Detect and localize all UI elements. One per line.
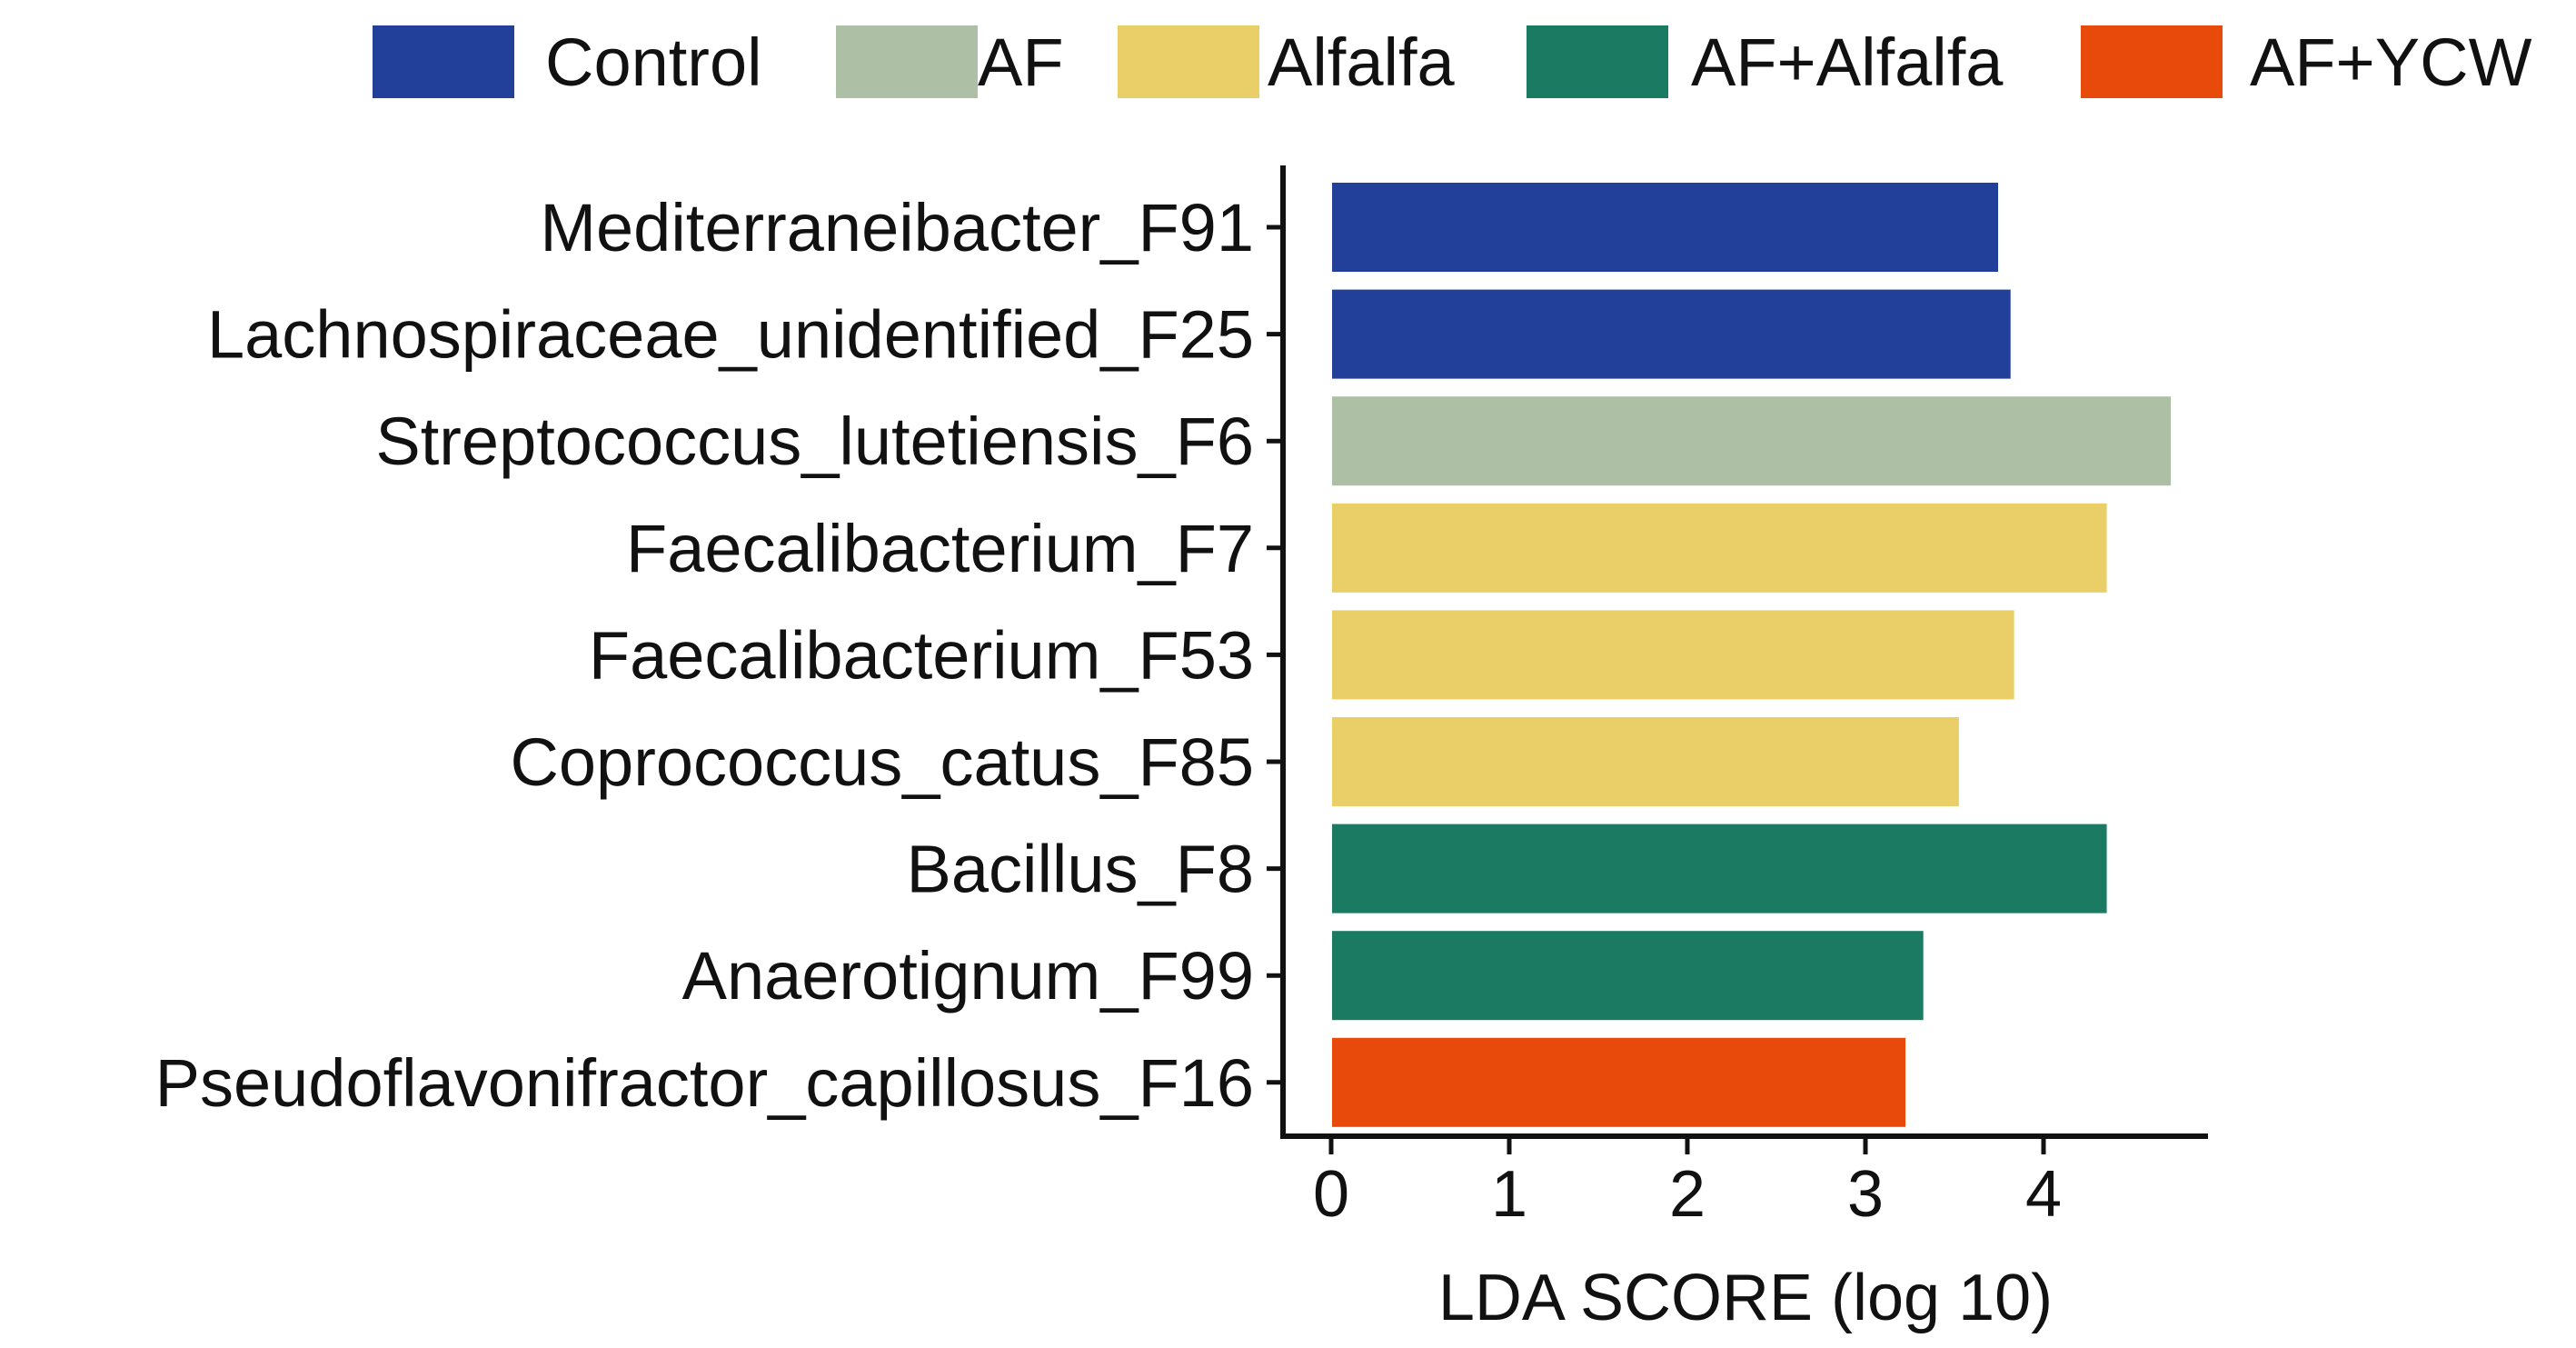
category-label-pseudoflavonifractor-capillosus-f16: Pseudoflavonifractor_capillosus_F16 [155,1045,1254,1121]
legend-label-control: Control [545,25,762,100]
legend: Control AF Alfalfa AF+Alfalfa AF+YCW [373,25,2532,100]
category-label-faecalibacterium-f7: Faecalibacterium_F7 [626,511,1254,586]
x-tick-label-2: 2 [1669,1158,1706,1231]
x-tick-label-1: 1 [1491,1158,1527,1231]
category-label-bacillus-f8: Bacillus_F8 [906,832,1254,907]
category-label-faecalibacterium-f53: Faecalibacterium_F53 [589,617,1254,693]
category-label-coprococcus-catus-f85: Coprococcus_catus_F85 [510,724,1254,800]
bar-bacillus-f8 [1330,822,2109,915]
category-label-lachnospiraceae-unidentified-f25: Lachnospiraceae_unidentified_F25 [207,297,1254,373]
bar-mediterraneibacter-f91 [1330,181,2000,274]
x-tick-label-4: 4 [2025,1158,2062,1231]
bar-streptococcus-lutetiensis-f6 [1330,394,2173,488]
x-axis-title: LDA SCORE (log 10) [1438,1262,2053,1334]
legend-label-alfalfa: Alfalfa [1268,25,1456,100]
bar-faecalibacterium-f7 [1330,501,2109,594]
category-label-mediterraneibacter-f91: Mediterraneibacter_F91 [540,190,1254,265]
category-label-anaerotignum-f99: Anaerotignum_F99 [682,938,1254,1013]
x-tick-label-0: 0 [1313,1158,1349,1231]
legend-swatch-control [373,25,514,98]
bar-pseudoflavonifractor-capillosus-f16 [1330,1035,1908,1129]
bar-lachnospiraceae-unidentified-f25 [1330,287,2013,381]
bar-coprococcus-catus-f85 [1330,715,1961,808]
legend-label-af-ycw: AF+YCW [2250,25,2532,100]
bars [1330,181,2173,1129]
x-tick-label-3: 3 [1847,1158,1884,1231]
legend-swatch-af-ycw [2081,25,2223,98]
legend-swatch-af-alfalfa [1527,25,1668,98]
legend-label-af-alfalfa: AF+Alfalfa [1691,25,2004,100]
axes: 0 1 2 3 4 LDA SCORE (log 10) [1267,165,2208,1334]
category-labels: Mediterraneibacter_F91 Lachnospiraceae_un… [155,190,1254,1121]
legend-swatch-alfalfa [1118,25,1259,98]
legend-label-af: AF [978,25,1064,100]
category-label-streptococcus-lutetiensis-f6: Streptococcus_lutetiensis_F6 [375,404,1254,479]
bar-anaerotignum-f99 [1330,929,1925,1023]
legend-swatch-af [836,25,978,98]
bar-faecalibacterium-f53 [1330,608,2016,702]
